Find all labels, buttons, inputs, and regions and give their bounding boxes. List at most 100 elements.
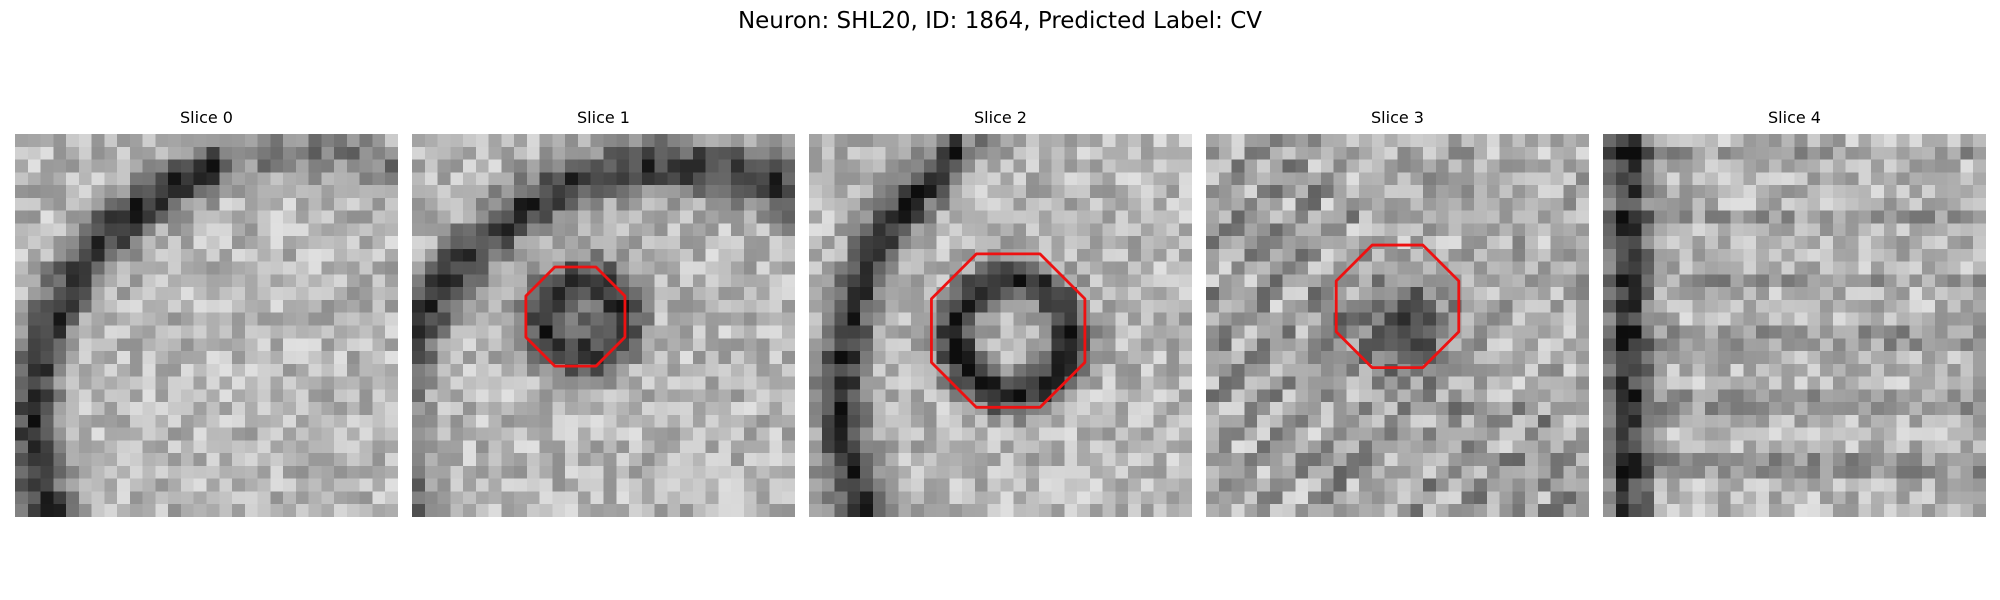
- pixel: [629, 197, 643, 211]
- pixel: [1153, 376, 1167, 390]
- pixel: [1628, 197, 1642, 211]
- pixel: [15, 453, 29, 467]
- pixel: [257, 274, 271, 288]
- pixel: [1603, 491, 1617, 505]
- pixel: [1679, 236, 1693, 250]
- pixel: [1486, 440, 1500, 454]
- pixel: [1128, 185, 1142, 199]
- pixel: [1179, 338, 1192, 352]
- pixel: [346, 287, 360, 301]
- pixel: [705, 351, 719, 365]
- pixel: [1064, 351, 1078, 365]
- pixel: [1717, 325, 1731, 339]
- pixel: [1308, 389, 1322, 403]
- pixel: [1705, 465, 1719, 479]
- pixel: [1308, 197, 1322, 211]
- pixel: [78, 299, 92, 313]
- pixel: [1359, 504, 1373, 517]
- pixel: [1128, 491, 1142, 505]
- pixel: [1269, 376, 1283, 390]
- pixel: [1064, 312, 1078, 326]
- pixel: [1934, 351, 1948, 365]
- pixel: [1000, 440, 1014, 454]
- pixel: [1206, 134, 1220, 148]
- pixel: [1026, 159, 1040, 173]
- pixel: [860, 172, 874, 186]
- pixel: [1934, 248, 1948, 262]
- pixel: [1308, 159, 1322, 173]
- pixel: [1603, 223, 1617, 237]
- pixel: [1858, 453, 1872, 467]
- pixel: [1423, 299, 1437, 313]
- pixel: [142, 223, 156, 237]
- pixel: [1615, 504, 1629, 517]
- pixel: [860, 338, 874, 352]
- pixel: [1947, 197, 1961, 211]
- pixel: [526, 402, 540, 416]
- pixel: [1883, 223, 1897, 237]
- pixel: [129, 236, 143, 250]
- pixel: [346, 210, 360, 224]
- pixel: [450, 440, 464, 454]
- pixel: [1320, 185, 1334, 199]
- pixel: [809, 248, 823, 262]
- pixel: [821, 376, 835, 390]
- pixel: [1051, 453, 1065, 467]
- pixel: [834, 261, 848, 275]
- pixel: [1576, 146, 1589, 160]
- pixel: [1563, 172, 1577, 186]
- pixel: [1692, 248, 1706, 262]
- pixel: [1628, 146, 1642, 160]
- pixel: [1179, 223, 1192, 237]
- pixel: [1820, 440, 1834, 454]
- pixel: [475, 453, 489, 467]
- pixel: [692, 427, 706, 441]
- pixel: [1603, 453, 1617, 467]
- pixel: [809, 465, 823, 479]
- pixel: [1947, 440, 1961, 454]
- pixel: [629, 504, 643, 517]
- pixel: [1435, 491, 1449, 505]
- pixel: [1512, 453, 1526, 467]
- pixel: [1922, 325, 1936, 339]
- pixel: [1883, 261, 1897, 275]
- pixel: [1089, 223, 1103, 237]
- pixel: [1896, 491, 1910, 505]
- pixel: [321, 363, 335, 377]
- pixel: [743, 504, 757, 517]
- pixel: [603, 478, 617, 492]
- pixel: [155, 363, 169, 377]
- pixel: [911, 146, 925, 160]
- pixel: [385, 261, 398, 275]
- pixel: [1333, 172, 1347, 186]
- pixel: [193, 146, 207, 160]
- pixel: [450, 376, 464, 390]
- pixel: [1576, 287, 1589, 301]
- pixel: [974, 478, 988, 492]
- pixel: [27, 261, 41, 275]
- pixel: [1807, 351, 1821, 365]
- pixel: [155, 159, 169, 173]
- pixel: [1794, 453, 1808, 467]
- pixel: [718, 440, 732, 454]
- pixel: [1423, 389, 1437, 403]
- pixel: [1883, 351, 1897, 365]
- pixel: [603, 363, 617, 377]
- pixel: [885, 414, 899, 428]
- pixel: [1641, 440, 1655, 454]
- pixel: [539, 248, 553, 262]
- pixel: [283, 159, 297, 173]
- pixel: [1807, 504, 1821, 517]
- pixel: [385, 274, 398, 288]
- pixel: [1615, 389, 1629, 403]
- pixel: [295, 299, 309, 313]
- pixel: [1102, 248, 1116, 262]
- pixel: [1692, 299, 1706, 313]
- pixel: [1128, 146, 1142, 160]
- pixel: [53, 325, 67, 339]
- pixel: [1244, 299, 1258, 313]
- pixel: [1423, 197, 1437, 211]
- pixel: [821, 287, 835, 301]
- pixel: [526, 478, 540, 492]
- pixel: [321, 351, 335, 365]
